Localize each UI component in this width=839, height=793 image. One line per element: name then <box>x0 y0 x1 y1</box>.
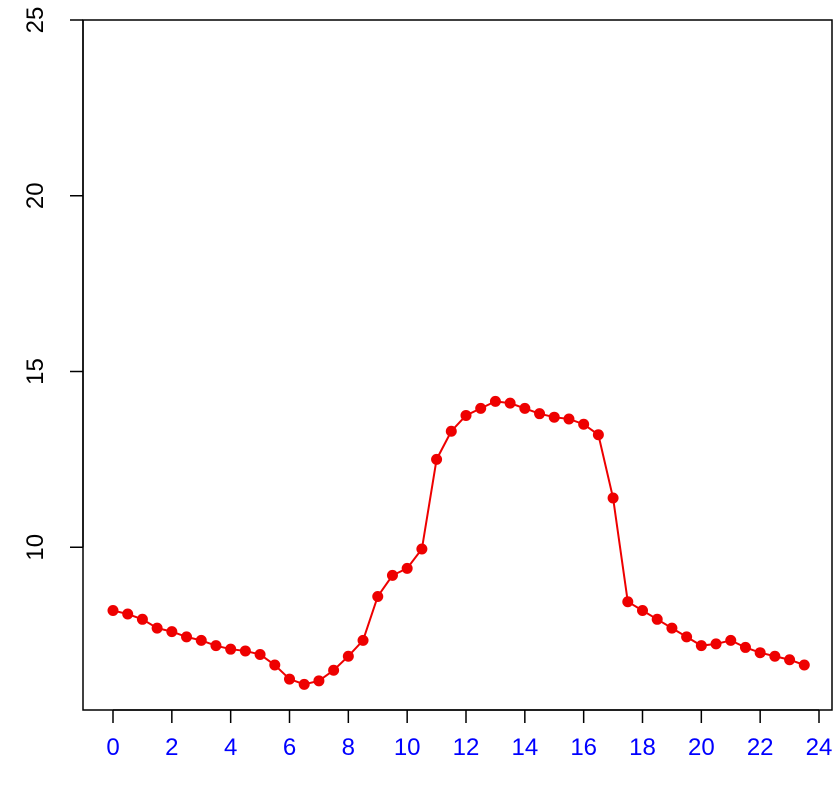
x-tick-label: 12 <box>453 734 480 761</box>
data-point <box>460 409 472 421</box>
data-point <box>166 626 178 638</box>
data-point <box>239 645 251 657</box>
x-tick-label: 14 <box>511 734 538 761</box>
data-point <box>107 605 119 617</box>
data-point <box>195 634 207 646</box>
data-point <box>519 402 531 414</box>
y-tick-label: 10 <box>22 534 49 561</box>
x-tick-label: 22 <box>747 734 774 761</box>
data-point <box>284 673 295 685</box>
data-point <box>386 569 398 581</box>
x-tick-label: 6 <box>283 734 296 761</box>
data-point <box>328 664 340 676</box>
data-point <box>357 634 369 646</box>
data-point <box>313 675 325 687</box>
x-axis: 0 2 4 6 8 10 12 14 16 18 20 22 24 <box>106 709 833 761</box>
data-point <box>592 429 604 441</box>
data-point <box>136 613 148 625</box>
data-point <box>372 590 384 602</box>
x-tick-label: 0 <box>106 734 119 761</box>
data-point <box>342 650 354 662</box>
data-point <box>563 413 575 425</box>
data-point <box>401 562 413 574</box>
data-point <box>681 631 693 643</box>
y-tick-label: 15 <box>22 358 49 385</box>
data-point <box>416 543 428 555</box>
x-tick-label: 20 <box>688 734 715 761</box>
data-point <box>489 395 501 407</box>
data-point <box>151 622 163 634</box>
x-tick-label: 16 <box>570 734 597 761</box>
data-point <box>622 596 634 608</box>
x-tick-label: 8 <box>342 734 355 761</box>
data-point <box>269 659 281 671</box>
data-point <box>695 640 707 652</box>
data-point <box>534 408 546 420</box>
data-point <box>784 654 796 666</box>
data-point <box>298 678 310 690</box>
data-point <box>548 411 560 423</box>
data-point <box>754 647 766 659</box>
data-point <box>666 622 678 634</box>
x-tick-label: 18 <box>629 734 656 761</box>
y-tick-label: 25 <box>22 7 49 34</box>
series-layer <box>107 395 810 690</box>
x-tick-label: 10 <box>394 734 421 761</box>
data-point <box>431 453 443 465</box>
data-point <box>769 650 781 662</box>
data-point <box>725 634 737 646</box>
y-tick-label: 20 <box>22 182 49 209</box>
data-point <box>637 605 648 617</box>
data-point <box>254 648 266 660</box>
data-point <box>122 608 134 620</box>
x-tick-label: 4 <box>224 734 237 761</box>
data-point <box>445 425 457 437</box>
y-axis: 10 15 20 25 <box>22 7 84 561</box>
data-point <box>181 631 193 643</box>
data-point <box>475 402 487 414</box>
data-point <box>210 640 222 652</box>
data-point <box>225 643 237 655</box>
data-point <box>651 613 663 625</box>
x-tick-label: 24 <box>806 734 833 761</box>
data-point <box>739 641 751 653</box>
data-point <box>798 659 810 671</box>
data-point <box>710 638 722 650</box>
data-point <box>607 492 619 504</box>
plot-frame <box>82 19 833 711</box>
data-point <box>578 418 590 430</box>
data-point <box>504 397 516 409</box>
x-tick-label: 2 <box>165 734 178 761</box>
